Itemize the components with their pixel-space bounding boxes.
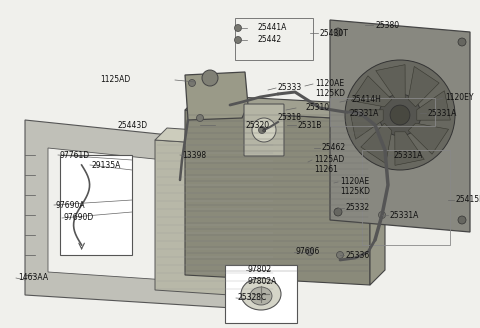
Circle shape — [334, 208, 342, 216]
Circle shape — [357, 110, 363, 116]
FancyBboxPatch shape — [60, 155, 132, 255]
Text: 25331A: 25331A — [350, 109, 379, 117]
Polygon shape — [25, 120, 265, 310]
Circle shape — [336, 252, 344, 258]
Text: 25414H: 25414H — [352, 95, 382, 105]
Circle shape — [235, 36, 241, 44]
Text: 97802A: 97802A — [248, 277, 277, 286]
Bar — [235, 18, 313, 60]
Text: 1125AD: 1125AD — [314, 155, 344, 165]
Text: 25333: 25333 — [278, 84, 302, 92]
Polygon shape — [330, 20, 470, 232]
Text: 25443D: 25443D — [118, 120, 148, 130]
Polygon shape — [361, 123, 392, 164]
Text: 97802: 97802 — [248, 265, 272, 275]
Circle shape — [202, 70, 218, 86]
FancyBboxPatch shape — [244, 104, 284, 156]
Circle shape — [307, 249, 313, 256]
Text: 25336: 25336 — [346, 251, 370, 259]
Text: 25310: 25310 — [306, 104, 330, 113]
Circle shape — [235, 25, 241, 31]
Text: a: a — [262, 127, 266, 133]
Text: 13398: 13398 — [182, 151, 206, 159]
Polygon shape — [155, 140, 275, 298]
Text: 1125KD: 1125KD — [315, 89, 345, 97]
Text: 2531B: 2531B — [298, 120, 323, 130]
Text: 97690A: 97690A — [56, 200, 85, 210]
Text: 97761D: 97761D — [60, 151, 90, 159]
Text: 25331A: 25331A — [394, 151, 423, 159]
Polygon shape — [370, 105, 385, 285]
Text: 25415H: 25415H — [456, 195, 480, 204]
Circle shape — [252, 118, 276, 142]
Text: 25328C: 25328C — [238, 294, 267, 302]
Polygon shape — [48, 148, 242, 285]
Polygon shape — [155, 128, 287, 148]
Text: 97606: 97606 — [296, 248, 320, 256]
Text: 25462: 25462 — [322, 144, 346, 153]
Circle shape — [189, 79, 195, 87]
Polygon shape — [275, 136, 287, 298]
Text: 25331A: 25331A — [428, 109, 457, 117]
Text: 25320: 25320 — [245, 120, 269, 130]
Ellipse shape — [250, 287, 272, 305]
Polygon shape — [417, 91, 450, 120]
Circle shape — [390, 105, 410, 125]
Text: 25380: 25380 — [375, 20, 399, 30]
Bar — [362, 150, 450, 245]
Polygon shape — [395, 132, 424, 165]
Text: 29135A: 29135A — [92, 160, 121, 170]
Polygon shape — [349, 110, 383, 139]
Text: 1125AD: 1125AD — [100, 75, 130, 85]
Text: 1120AE: 1120AE — [315, 79, 344, 89]
Text: 97690D: 97690D — [64, 214, 94, 222]
Text: 25318: 25318 — [278, 113, 302, 122]
Circle shape — [345, 60, 455, 170]
Text: 25332: 25332 — [346, 203, 370, 213]
Polygon shape — [351, 76, 392, 107]
Polygon shape — [408, 123, 448, 154]
Ellipse shape — [241, 278, 281, 310]
Text: 1463AA: 1463AA — [18, 274, 48, 282]
Polygon shape — [376, 65, 405, 98]
Circle shape — [458, 38, 466, 46]
Text: 1120EY: 1120EY — [445, 93, 473, 102]
Circle shape — [458, 216, 466, 224]
Text: 25442: 25442 — [258, 35, 282, 45]
Circle shape — [196, 114, 204, 121]
FancyBboxPatch shape — [225, 265, 297, 323]
Text: 1120AE: 1120AE — [340, 177, 369, 187]
Polygon shape — [185, 95, 385, 120]
Text: 25430T: 25430T — [320, 29, 349, 37]
Bar — [330, 98, 435, 126]
Polygon shape — [185, 110, 370, 285]
Text: 25441A: 25441A — [258, 24, 288, 32]
Circle shape — [334, 28, 342, 36]
Polygon shape — [185, 72, 248, 120]
Circle shape — [379, 94, 421, 136]
Text: 11261: 11261 — [314, 166, 338, 174]
Polygon shape — [408, 67, 439, 107]
Circle shape — [379, 212, 385, 218]
Text: 25331A: 25331A — [390, 211, 420, 219]
Text: 1125KD: 1125KD — [340, 188, 370, 196]
Circle shape — [259, 127, 265, 133]
